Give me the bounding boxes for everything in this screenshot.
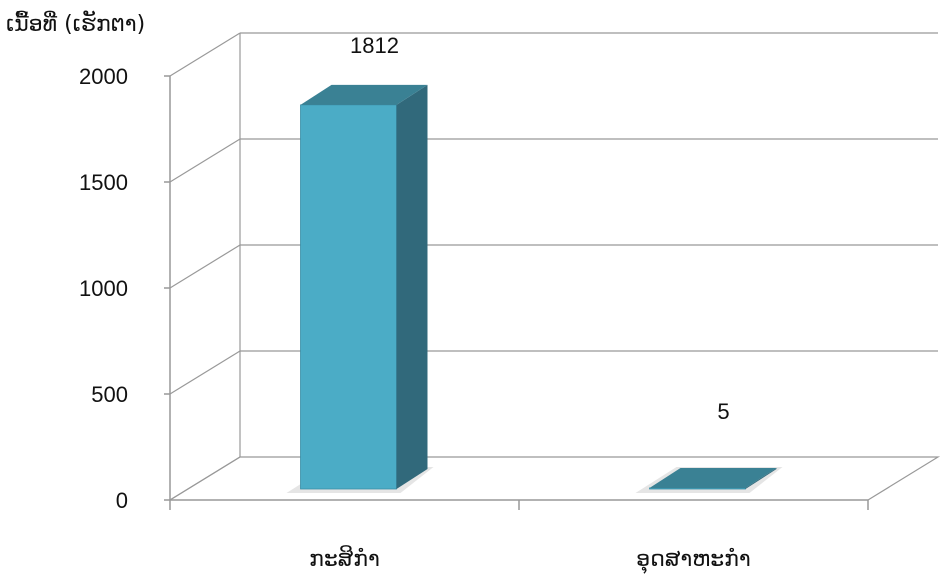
y-axis-title: ເນື້ອທີ່ (ເຮັກຕາ) bbox=[6, 12, 146, 37]
bar-top bbox=[649, 467, 777, 488]
y-tick-label: 500 bbox=[91, 382, 128, 407]
gridlines bbox=[169, 32, 938, 501]
bar bbox=[635, 467, 783, 493]
data-label: 5 bbox=[717, 399, 729, 424]
gridline-side bbox=[169, 138, 241, 183]
y-tick-labels: 0 500 1000 1500 2000 bbox=[79, 64, 128, 513]
gridline-side bbox=[169, 32, 241, 77]
bar-front bbox=[649, 487, 746, 490]
gridline-side bbox=[169, 244, 241, 289]
axes bbox=[164, 75, 869, 510]
chart-floor bbox=[169, 456, 941, 501]
bar-top bbox=[300, 84, 428, 105]
floor-outline bbox=[169, 456, 941, 501]
bar-side bbox=[396, 84, 428, 489]
bars bbox=[286, 84, 783, 493]
y-tick-label: 2000 bbox=[79, 64, 128, 89]
y-tick-label: 0 bbox=[116, 488, 128, 513]
data-label: 1812 bbox=[350, 33, 399, 58]
gridline-side bbox=[169, 350, 241, 395]
x-category-label: ອຸດສາຫະກຳ bbox=[636, 547, 751, 574]
y-tick-label: 1500 bbox=[79, 170, 128, 195]
bar-front bbox=[300, 104, 397, 490]
data-labels: 1812 5 bbox=[350, 33, 730, 424]
bar-side bbox=[745, 467, 777, 489]
x-category-label: ກະສິກຳ bbox=[309, 545, 380, 572]
y-tick-label: 1000 bbox=[79, 276, 128, 301]
bar bbox=[286, 84, 434, 493]
x-tick-labels: ກະສິກຳ ອຸດສາຫະກຳ bbox=[309, 545, 751, 574]
